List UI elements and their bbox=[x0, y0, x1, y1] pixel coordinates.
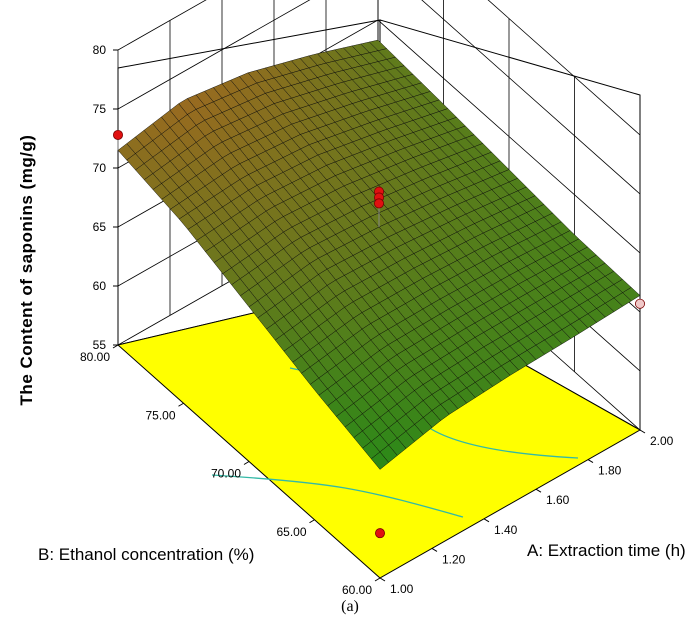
design-point bbox=[373, 198, 384, 209]
z-tick-label: 55 bbox=[93, 338, 107, 352]
surface-patch bbox=[370, 451, 389, 470]
x-tick-label: 2.00 bbox=[650, 434, 674, 448]
y-tick-mark bbox=[178, 402, 184, 407]
x-tick-label: 1.20 bbox=[442, 552, 466, 566]
x-tick-label: 1.00 bbox=[390, 582, 414, 596]
x-tick-mark bbox=[535, 488, 542, 493]
y-tick-mark bbox=[374, 577, 381, 582]
figure-caption: (a) bbox=[341, 598, 359, 615]
x-tick-label: 1.40 bbox=[494, 523, 518, 537]
y-tick-label: 80.00 bbox=[80, 350, 110, 364]
x-tick-mark bbox=[379, 577, 386, 582]
design-point bbox=[374, 528, 385, 539]
response-surface bbox=[117, 39, 641, 470]
x-tick-mark bbox=[587, 459, 594, 464]
design-point bbox=[635, 298, 646, 309]
x-tick-label: 1.60 bbox=[546, 493, 570, 507]
z-tick-label: 70 bbox=[93, 161, 107, 175]
z-axis: 55 60 65 70 75 80 bbox=[93, 43, 118, 352]
y-tick-label: 60.00 bbox=[342, 583, 372, 597]
y-tick-mark bbox=[112, 344, 119, 349]
y-tick-label: 70.00 bbox=[211, 467, 241, 481]
y-tick-mark bbox=[243, 461, 250, 465]
y-tick-mark bbox=[309, 519, 315, 524]
design-points bbox=[113, 129, 646, 539]
y-axis-title: B: Ethanol concentration (%) bbox=[38, 545, 254, 564]
z-tick-label: 80 bbox=[93, 43, 107, 57]
x-tick-mark bbox=[431, 547, 438, 552]
wall-gridline bbox=[117, 0, 641, 195]
y-tick-label: 65.00 bbox=[276, 525, 306, 539]
x-tick-label: 1.80 bbox=[598, 464, 622, 478]
z-tick-label: 65 bbox=[93, 220, 107, 234]
x-tick-mark bbox=[639, 429, 646, 434]
design-point bbox=[113, 129, 124, 140]
y-axis: 60.00 65.00 70.00 75.00 80.00 bbox=[80, 344, 381, 597]
x-axis-title: A: Extraction time (h) bbox=[527, 541, 686, 560]
x-tick-mark bbox=[483, 518, 490, 523]
contour-line-lower bbox=[211, 474, 464, 518]
z-tick-label: 75 bbox=[93, 102, 107, 116]
y-tick-label: 75.00 bbox=[145, 408, 175, 422]
z-tick-label: 60 bbox=[93, 279, 107, 293]
z-axis-title: The Content of saponins (mg/g) bbox=[17, 135, 36, 406]
x-axis: 1.00 1.20 1.40 1.60 1.80 2.00 bbox=[379, 429, 674, 596]
wall-gridline bbox=[117, 0, 641, 136]
